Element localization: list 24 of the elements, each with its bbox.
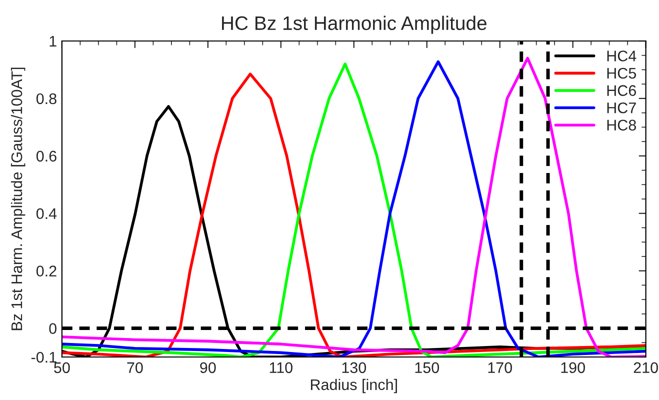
legend-label: HC7 (607, 102, 636, 114)
y-tick-label: 0 (49, 323, 56, 334)
x-tick-label: 130 (342, 362, 366, 374)
x-tick-label: 50 (54, 362, 70, 374)
x-tick-label: 210 (634, 362, 658, 374)
x-axis-title: Radius [inch] (310, 378, 397, 394)
y-tick-label: -0.1 (31, 352, 56, 363)
x-tick-label: 170 (488, 362, 512, 374)
legend-label: HC4 (607, 50, 636, 62)
x-tick-label: 110 (270, 362, 292, 374)
x-tick-label: 190 (561, 362, 585, 374)
legend-label: HC6 (607, 85, 636, 96)
legend-label: HC5 (607, 68, 636, 79)
y-tick-label: 0.2 (36, 266, 56, 277)
y-tick-label: 0.6 (36, 150, 56, 162)
y-tick-label: 0.8 (36, 93, 56, 104)
y-axis-title: Bz 1st Harm. Amplitude [Gauss/100AT] (10, 68, 26, 330)
y-tick-label: 0.4 (36, 208, 57, 220)
x-tick-label: 90 (200, 362, 216, 374)
x-tick-label: 70 (127, 362, 143, 374)
y-tick-label: 1 (50, 36, 56, 47)
chart-title: HC Bz 1st Harmonic Amplitude (222, 16, 486, 34)
x-tick-label: 150 (415, 362, 440, 374)
legend-label: HC8 (607, 120, 636, 131)
